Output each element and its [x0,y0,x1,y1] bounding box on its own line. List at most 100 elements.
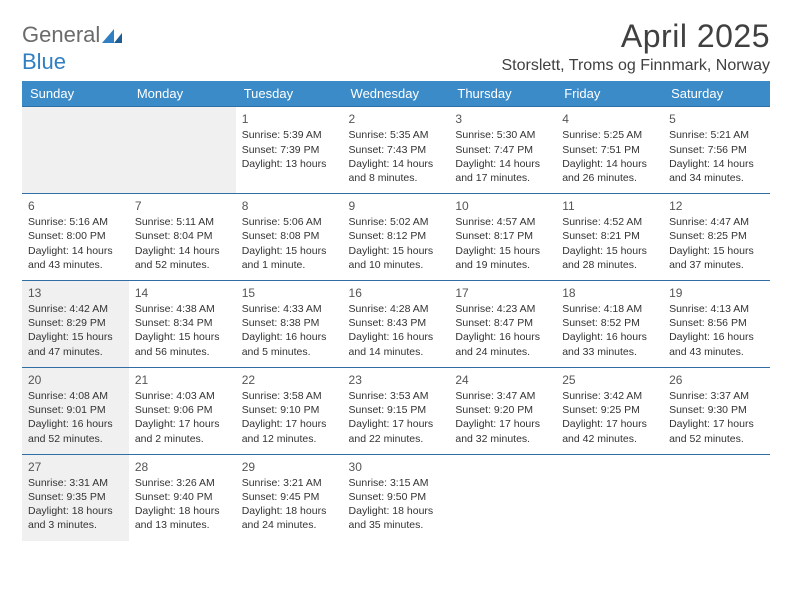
day-number: 27 [28,459,123,475]
sunrise-text: Sunrise: 3:37 AM [669,389,764,403]
calendar-day-cell: 14Sunrise: 4:38 AMSunset: 8:34 PMDayligh… [129,280,236,367]
calendar-day-cell: 10Sunrise: 4:57 AMSunset: 8:17 PMDayligh… [449,194,556,281]
calendar-day-cell: 15Sunrise: 4:33 AMSunset: 8:38 PMDayligh… [236,280,343,367]
calendar-day-cell: 26Sunrise: 3:37 AMSunset: 9:30 PMDayligh… [663,367,770,454]
calendar-day-cell: 4Sunrise: 5:25 AMSunset: 7:51 PMDaylight… [556,107,663,194]
daylight-text: Daylight: 17 hours and 32 minutes. [455,417,550,445]
sunset-text: Sunset: 8:12 PM [349,229,444,243]
calendar-day-cell [556,454,663,540]
day-number: 24 [455,372,550,388]
day-number: 20 [28,372,123,388]
sunrise-text: Sunrise: 3:15 AM [349,476,444,490]
daylight-text: Daylight: 18 hours and 3 minutes. [28,504,123,532]
sunrise-text: Sunrise: 3:47 AM [455,389,550,403]
sunrise-text: Sunrise: 5:35 AM [349,128,444,142]
calendar-day-cell: 20Sunrise: 4:08 AMSunset: 9:01 PMDayligh… [22,367,129,454]
sunset-text: Sunset: 7:39 PM [242,143,337,157]
sunset-text: Sunset: 8:56 PM [669,316,764,330]
calendar-day-cell: 8Sunrise: 5:06 AMSunset: 8:08 PMDaylight… [236,194,343,281]
daylight-text: Daylight: 15 hours and 10 minutes. [349,244,444,272]
day-number: 8 [242,198,337,214]
daylight-text: Daylight: 15 hours and 56 minutes. [135,330,230,358]
day-number: 19 [669,285,764,301]
sunrise-text: Sunrise: 3:58 AM [242,389,337,403]
sunrise-text: Sunrise: 5:39 AM [242,128,337,142]
sunrise-text: Sunrise: 3:31 AM [28,476,123,490]
daylight-text: Daylight: 16 hours and 5 minutes. [242,330,337,358]
day-number: 3 [455,111,550,127]
day-number: 2 [349,111,444,127]
sunrise-text: Sunrise: 4:33 AM [242,302,337,316]
sunrise-text: Sunrise: 5:11 AM [135,215,230,229]
sunset-text: Sunset: 9:10 PM [242,403,337,417]
day-number: 12 [669,198,764,214]
sunset-text: Sunset: 8:34 PM [135,316,230,330]
sunset-text: Sunset: 8:08 PM [242,229,337,243]
day-number: 9 [349,198,444,214]
sunset-text: Sunset: 8:38 PM [242,316,337,330]
sunrise-text: Sunrise: 3:42 AM [562,389,657,403]
sunrise-text: Sunrise: 4:42 AM [28,302,123,316]
sunrise-text: Sunrise: 5:16 AM [28,215,123,229]
brand-name: GeneralBlue [22,22,122,75]
daylight-text: Daylight: 16 hours and 24 minutes. [455,330,550,358]
sunrise-text: Sunrise: 4:57 AM [455,215,550,229]
calendar-week-row: 6Sunrise: 5:16 AMSunset: 8:00 PMDaylight… [22,194,770,281]
calendar-day-cell: 7Sunrise: 5:11 AMSunset: 8:04 PMDaylight… [129,194,236,281]
day-header: Friday [556,81,663,107]
sunrise-text: Sunrise: 4:47 AM [669,215,764,229]
calendar-body: 1Sunrise: 5:39 AMSunset: 7:39 PMDaylight… [22,107,770,541]
sunset-text: Sunset: 9:45 PM [242,490,337,504]
sunset-text: Sunset: 8:52 PM [562,316,657,330]
daylight-text: Daylight: 17 hours and 52 minutes. [669,417,764,445]
calendar-day-cell [449,454,556,540]
sunrise-text: Sunrise: 5:02 AM [349,215,444,229]
day-number: 4 [562,111,657,127]
daylight-text: Daylight: 14 hours and 17 minutes. [455,157,550,185]
day-number: 29 [242,459,337,475]
sunrise-text: Sunrise: 5:30 AM [455,128,550,142]
day-number: 16 [349,285,444,301]
calendar-day-cell: 3Sunrise: 5:30 AMSunset: 7:47 PMDaylight… [449,107,556,194]
location-text: Storslett, Troms og Finnmark, Norway [501,57,770,75]
sunset-text: Sunset: 9:25 PM [562,403,657,417]
calendar-day-cell: 11Sunrise: 4:52 AMSunset: 8:21 PMDayligh… [556,194,663,281]
calendar-day-cell: 16Sunrise: 4:28 AMSunset: 8:43 PMDayligh… [343,280,450,367]
day-number: 18 [562,285,657,301]
sunset-text: Sunset: 8:43 PM [349,316,444,330]
calendar-day-cell: 9Sunrise: 5:02 AMSunset: 8:12 PMDaylight… [343,194,450,281]
calendar-week-row: 1Sunrise: 5:39 AMSunset: 7:39 PMDaylight… [22,107,770,194]
day-number: 5 [669,111,764,127]
sunrise-text: Sunrise: 4:23 AM [455,302,550,316]
day-number: 23 [349,372,444,388]
calendar-day-cell: 29Sunrise: 3:21 AMSunset: 9:45 PMDayligh… [236,454,343,540]
calendar-day-cell: 12Sunrise: 4:47 AMSunset: 8:25 PMDayligh… [663,194,770,281]
sunrise-text: Sunrise: 5:06 AM [242,215,337,229]
sunrise-text: Sunrise: 4:52 AM [562,215,657,229]
sunset-text: Sunset: 8:04 PM [135,229,230,243]
sunset-text: Sunset: 7:51 PM [562,143,657,157]
day-number: 11 [562,198,657,214]
daylight-text: Daylight: 16 hours and 52 minutes. [28,417,123,445]
sunrise-text: Sunrise: 3:53 AM [349,389,444,403]
calendar-day-cell: 17Sunrise: 4:23 AMSunset: 8:47 PMDayligh… [449,280,556,367]
calendar-day-cell: 5Sunrise: 5:21 AMSunset: 7:56 PMDaylight… [663,107,770,194]
day-header: Monday [129,81,236,107]
calendar-day-cell: 30Sunrise: 3:15 AMSunset: 9:50 PMDayligh… [343,454,450,540]
sunset-text: Sunset: 9:30 PM [669,403,764,417]
sunset-text: Sunset: 8:00 PM [28,229,123,243]
daylight-text: Daylight: 15 hours and 19 minutes. [455,244,550,272]
calendar-day-cell: 25Sunrise: 3:42 AMSunset: 9:25 PMDayligh… [556,367,663,454]
daylight-text: Daylight: 14 hours and 26 minutes. [562,157,657,185]
day-header: Thursday [449,81,556,107]
day-header: Tuesday [236,81,343,107]
daylight-text: Daylight: 15 hours and 1 minute. [242,244,337,272]
sunset-text: Sunset: 9:35 PM [28,490,123,504]
calendar-day-cell: 28Sunrise: 3:26 AMSunset: 9:40 PMDayligh… [129,454,236,540]
daylight-text: Daylight: 15 hours and 47 minutes. [28,330,123,358]
sunrise-text: Sunrise: 5:25 AM [562,128,657,142]
calendar-day-cell: 21Sunrise: 4:03 AMSunset: 9:06 PMDayligh… [129,367,236,454]
calendar-day-cell: 23Sunrise: 3:53 AMSunset: 9:15 PMDayligh… [343,367,450,454]
day-header: Sunday [22,81,129,107]
day-number: 25 [562,372,657,388]
